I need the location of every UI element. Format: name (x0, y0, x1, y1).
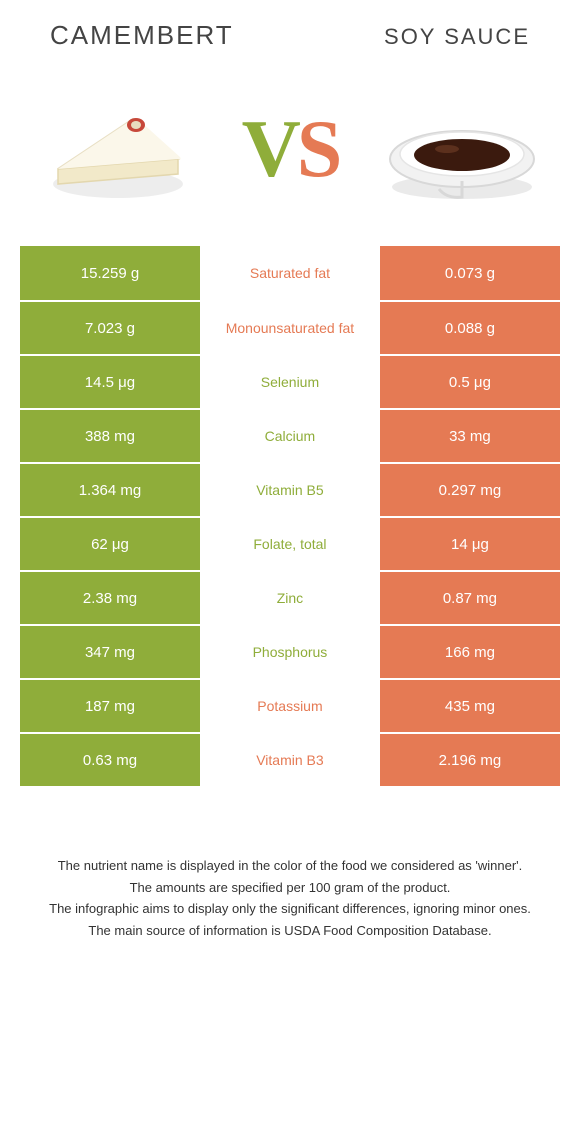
nutrient-label: Vitamin B3 (200, 734, 380, 786)
footnote-line: The nutrient name is displayed in the co… (30, 856, 550, 876)
left-value: 14.5 μg (20, 356, 200, 408)
table-row: 15.259 gSaturated fat0.073 g (20, 246, 560, 300)
right-value: 166 mg (380, 626, 560, 678)
right-food-title: Soy sauce (384, 24, 530, 50)
table-row: 1.364 mgVitamin B50.297 mg (20, 462, 560, 516)
soy-sauce-image (375, 81, 550, 216)
left-value: 7.023 g (20, 302, 200, 354)
right-value: 0.297 mg (380, 464, 560, 516)
nutrient-label: Saturated fat (200, 246, 380, 300)
left-value: 2.38 mg (20, 572, 200, 624)
nutrient-label: Vitamin B5 (200, 464, 380, 516)
table-row: 187 mgPotassium435 mg (20, 678, 560, 732)
table-row: 388 mgCalcium33 mg (20, 408, 560, 462)
vs-label: VS (242, 102, 339, 196)
left-value: 388 mg (20, 410, 200, 462)
images-row: VS (20, 61, 560, 246)
left-value: 187 mg (20, 680, 200, 732)
vs-v: V (242, 103, 297, 194)
table-row: 7.023 gMonounsaturated fat0.088 g (20, 300, 560, 354)
nutrient-label: Selenium (200, 356, 380, 408)
left-value: 62 μg (20, 518, 200, 570)
left-value: 347 mg (20, 626, 200, 678)
right-value: 0.073 g (380, 246, 560, 300)
title-row: Camembert Soy sauce (20, 20, 560, 61)
table-row: 62 μgFolate, total14 μg (20, 516, 560, 570)
table-row: 347 mgPhosphorus166 mg (20, 624, 560, 678)
footnote-line: The infographic aims to display only the… (30, 899, 550, 919)
left-value: 15.259 g (20, 246, 200, 300)
right-value: 2.196 mg (380, 734, 560, 786)
nutrient-label: Monounsaturated fat (200, 302, 380, 354)
right-value: 435 mg (380, 680, 560, 732)
nutrient-table: 15.259 gSaturated fat0.073 g7.023 gMonou… (20, 246, 560, 786)
nutrient-label: Phosphorus (200, 626, 380, 678)
camembert-image (30, 81, 205, 216)
nutrient-label: Calcium (200, 410, 380, 462)
right-value: 0.088 g (380, 302, 560, 354)
left-value: 1.364 mg (20, 464, 200, 516)
nutrient-label: Potassium (200, 680, 380, 732)
right-value: 0.5 μg (380, 356, 560, 408)
table-row: 14.5 μgSelenium0.5 μg (20, 354, 560, 408)
left-food-title: Camembert (50, 20, 234, 51)
table-row: 2.38 mgZinc0.87 mg (20, 570, 560, 624)
footnotes: The nutrient name is displayed in the co… (20, 856, 560, 940)
left-value: 0.63 mg (20, 734, 200, 786)
right-value: 33 mg (380, 410, 560, 462)
footnote-line: The main source of information is USDA F… (30, 921, 550, 941)
right-value: 14 μg (380, 518, 560, 570)
footnote-line: The amounts are specified per 100 gram o… (30, 878, 550, 898)
table-row: 0.63 mgVitamin B32.196 mg (20, 732, 560, 786)
vs-s: S (297, 103, 339, 194)
nutrient-label: Folate, total (200, 518, 380, 570)
nutrient-label: Zinc (200, 572, 380, 624)
infographic-container: Camembert Soy sauce VS (0, 0, 580, 972)
right-value: 0.87 mg (380, 572, 560, 624)
